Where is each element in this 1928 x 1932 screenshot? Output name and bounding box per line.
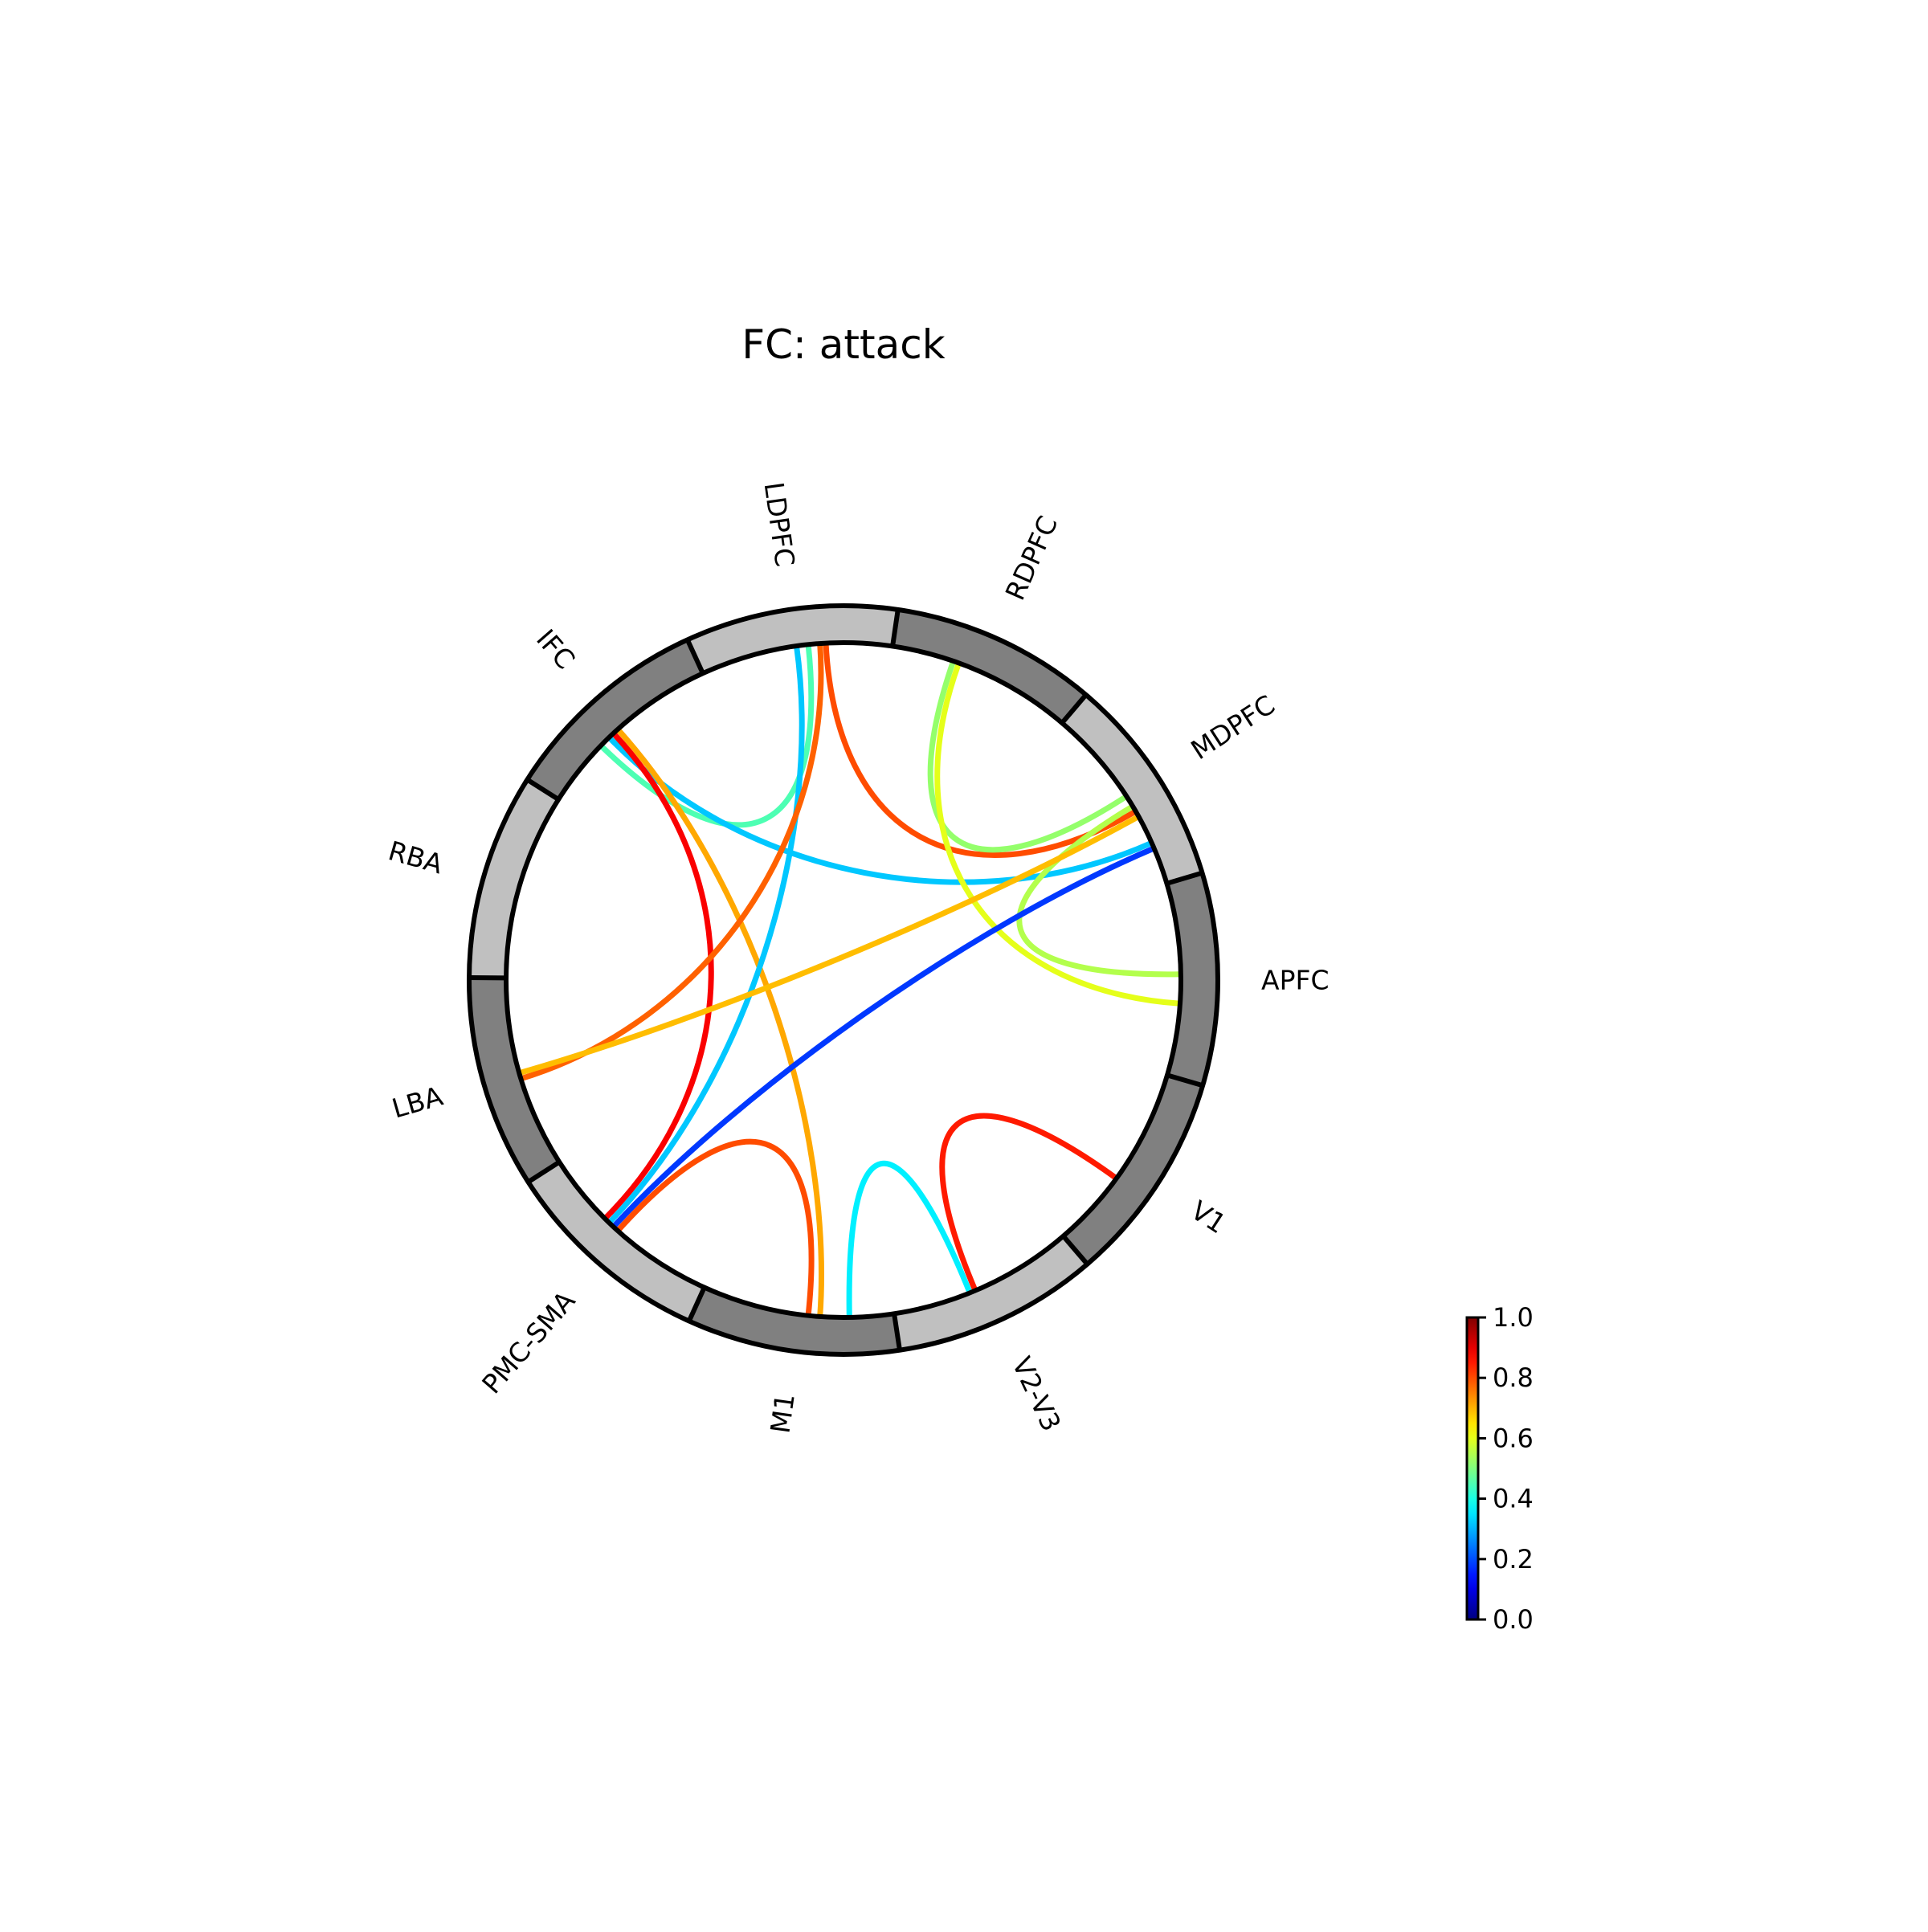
node-label-ifc: IFC: [530, 623, 581, 676]
colorbar-tick-label: 1.0: [1493, 1302, 1534, 1333]
node-segment-rdpfc: [888, 609, 1086, 723]
node-label-rdpfc: RDPFC: [999, 511, 1064, 605]
node-label-pmc-sma: PMC-SMA: [476, 1285, 582, 1399]
connection-m1-v2-v3: [849, 1163, 970, 1317]
colorbar-gradient: [1467, 1317, 1478, 1620]
connection-mdpfc-lba: [519, 816, 1138, 1072]
node-label-lba: LBA: [389, 1080, 447, 1124]
node-segment-m1: [689, 1288, 898, 1354]
node-label-v1: V1: [1185, 1195, 1232, 1240]
connection-ifc-m1: [618, 729, 821, 1317]
colorbar-tick-label: 0.6: [1493, 1423, 1534, 1453]
colorbar-tick-label: 0.2: [1493, 1544, 1534, 1575]
colorbar-tick-label: 0.4: [1493, 1484, 1534, 1514]
node-ring: [469, 606, 1218, 1354]
node-label-ldpfc: LDPFC: [758, 480, 801, 569]
colorbar-tick-label: 0.8: [1493, 1362, 1534, 1393]
node-segment-v1: [1064, 1076, 1203, 1264]
node-label-rba: RBA: [385, 835, 447, 880]
node-label-apfc: APFC: [1261, 965, 1330, 996]
colorbar: 0.0 0.2 0.4 0.6 0.8 1.0: [1467, 1302, 1534, 1635]
node-label-v2-v3: V2-V3: [1006, 1352, 1067, 1436]
node-label-mdpfc: MDPFC: [1185, 688, 1280, 766]
node-segment-v2-v3: [894, 1233, 1091, 1350]
node-segment-ldpfc: [689, 606, 898, 672]
connection-mdpfc-pmc-sma: [614, 848, 1154, 1227]
node-label-m1: M1: [764, 1391, 801, 1435]
colorbar-tick-label: 0.0: [1493, 1604, 1534, 1635]
chart-title: FC: attack: [741, 321, 945, 368]
